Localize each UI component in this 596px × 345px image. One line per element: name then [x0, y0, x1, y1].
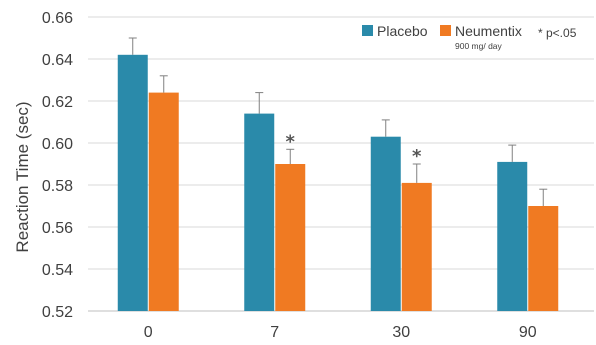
x-tick-label: 30 — [392, 324, 410, 341]
significance-note: * p<.05 — [538, 26, 577, 40]
bar-placebo-90 — [497, 161, 528, 311]
y-tick-label: 0.58 — [42, 178, 73, 195]
bar-placebo-7 — [244, 113, 275, 311]
legend-label-placebo: Placebo — [377, 23, 428, 39]
significance-asterisk: * — [286, 131, 296, 152]
y-tick-label: 0.66 — [42, 10, 73, 27]
bar-neumentix-30 — [401, 182, 432, 311]
bar-neumentix-90 — [528, 206, 559, 311]
y-axis-ticks: 0.52 0.54 0.56 0.58 0.60 0.62 0.64 0.66 — [42, 10, 73, 321]
y-tick-label: 0.56 — [42, 220, 73, 237]
y-tick-label: 0.64 — [42, 52, 73, 69]
x-tick-label: 90 — [519, 324, 537, 341]
bar-placebo-0 — [117, 54, 148, 312]
bar-neumentix-0 — [148, 92, 179, 311]
legend: Placebo Neumentix 900 mg/ day * p<.05 — [362, 23, 577, 51]
x-axis-ticks: 0 7 30 90 — [144, 324, 537, 341]
y-tick-label: 0.52 — [42, 304, 73, 321]
bar-placebo-30 — [370, 136, 401, 311]
x-tick-label: 7 — [270, 324, 279, 341]
y-axis-title: Reaction Time (sec) — [13, 101, 32, 252]
legend-sublabel-dose: 900 mg/ day — [455, 41, 503, 51]
x-tick-label: 0 — [144, 324, 153, 341]
legend-swatch-neumentix — [440, 25, 451, 36]
bars — [117, 54, 559, 312]
significance-marks: ** — [286, 131, 423, 167]
legend-label-neumentix: Neumentix — [455, 23, 522, 39]
error-bars — [128, 37, 548, 206]
y-tick-label: 0.60 — [42, 136, 73, 153]
bar-neumentix-7 — [275, 164, 306, 311]
y-tick-label: 0.62 — [42, 94, 73, 111]
y-tick-label: 0.54 — [42, 262, 73, 279]
significance-asterisk: * — [412, 146, 422, 167]
legend-swatch-placebo — [362, 25, 373, 36]
